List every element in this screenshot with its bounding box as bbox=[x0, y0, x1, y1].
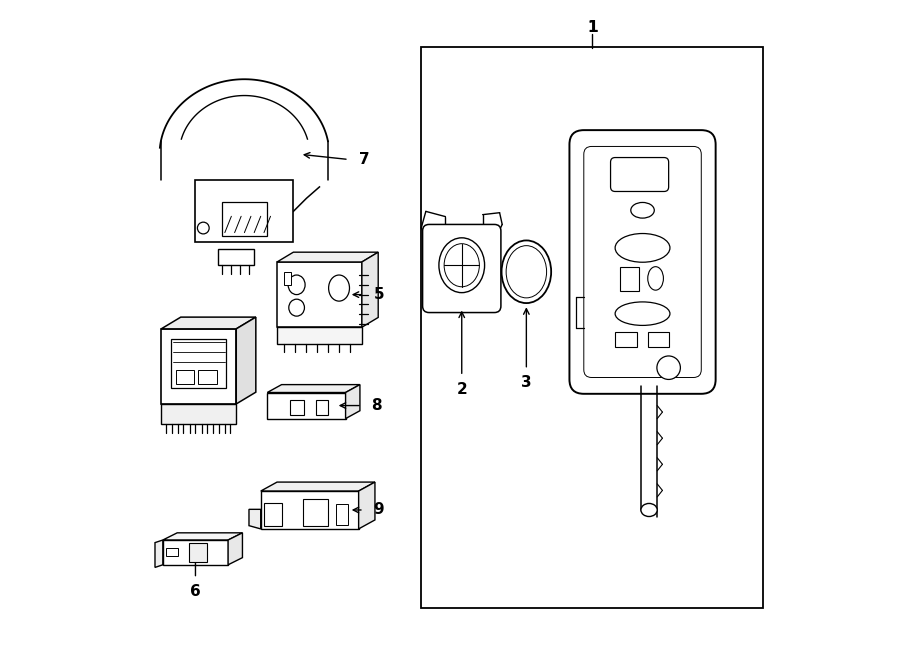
Polygon shape bbox=[620, 266, 639, 292]
Bar bbox=[163, 540, 228, 564]
Text: 5: 5 bbox=[374, 287, 384, 302]
Bar bbox=[420, 46, 763, 608]
Bar bbox=[189, 543, 207, 562]
Text: 4: 4 bbox=[172, 359, 183, 374]
Text: 1: 1 bbox=[587, 20, 598, 34]
Ellipse shape bbox=[641, 504, 657, 516]
Bar bbox=[284, 272, 292, 285]
Polygon shape bbox=[358, 482, 375, 529]
Ellipse shape bbox=[648, 266, 663, 290]
Polygon shape bbox=[163, 533, 242, 540]
Polygon shape bbox=[346, 385, 360, 418]
Ellipse shape bbox=[615, 302, 670, 325]
Polygon shape bbox=[161, 317, 256, 329]
Bar bbox=[264, 503, 283, 525]
Polygon shape bbox=[237, 317, 256, 404]
Bar bbox=[290, 400, 304, 415]
Bar bbox=[303, 499, 328, 525]
Text: 1: 1 bbox=[587, 20, 598, 34]
Ellipse shape bbox=[444, 244, 480, 287]
FancyBboxPatch shape bbox=[610, 157, 669, 192]
Polygon shape bbox=[249, 510, 261, 529]
Polygon shape bbox=[267, 385, 360, 393]
Bar bbox=[316, 400, 328, 415]
Ellipse shape bbox=[657, 356, 680, 379]
Bar bbox=[648, 332, 670, 346]
Polygon shape bbox=[261, 482, 375, 491]
Bar bbox=[219, 249, 254, 265]
Bar bbox=[615, 332, 636, 346]
Text: 7: 7 bbox=[358, 152, 369, 167]
Ellipse shape bbox=[506, 246, 546, 298]
Bar bbox=[195, 180, 293, 243]
Ellipse shape bbox=[615, 233, 670, 262]
FancyBboxPatch shape bbox=[423, 225, 501, 313]
Polygon shape bbox=[362, 253, 378, 327]
Ellipse shape bbox=[631, 202, 654, 218]
Ellipse shape bbox=[289, 299, 304, 316]
Bar bbox=[166, 549, 178, 557]
Bar bbox=[161, 404, 237, 424]
Bar bbox=[176, 370, 194, 384]
Text: 6: 6 bbox=[190, 584, 201, 599]
Ellipse shape bbox=[197, 222, 209, 234]
Text: 3: 3 bbox=[521, 375, 532, 390]
Bar bbox=[261, 491, 358, 529]
Bar bbox=[336, 504, 347, 525]
Bar bbox=[161, 329, 237, 404]
Ellipse shape bbox=[501, 241, 551, 303]
Text: 8: 8 bbox=[372, 398, 382, 413]
Polygon shape bbox=[277, 253, 378, 262]
FancyBboxPatch shape bbox=[584, 147, 701, 377]
Bar bbox=[277, 327, 362, 344]
Bar bbox=[198, 370, 217, 384]
Ellipse shape bbox=[288, 275, 305, 295]
FancyBboxPatch shape bbox=[570, 130, 716, 394]
Bar bbox=[221, 202, 267, 236]
Ellipse shape bbox=[439, 238, 484, 293]
Ellipse shape bbox=[328, 275, 349, 301]
Text: 9: 9 bbox=[374, 502, 384, 518]
Bar bbox=[267, 393, 346, 418]
Polygon shape bbox=[228, 533, 242, 564]
Polygon shape bbox=[155, 540, 163, 567]
Text: 2: 2 bbox=[456, 382, 467, 397]
Bar bbox=[171, 338, 227, 387]
Bar bbox=[277, 262, 362, 327]
